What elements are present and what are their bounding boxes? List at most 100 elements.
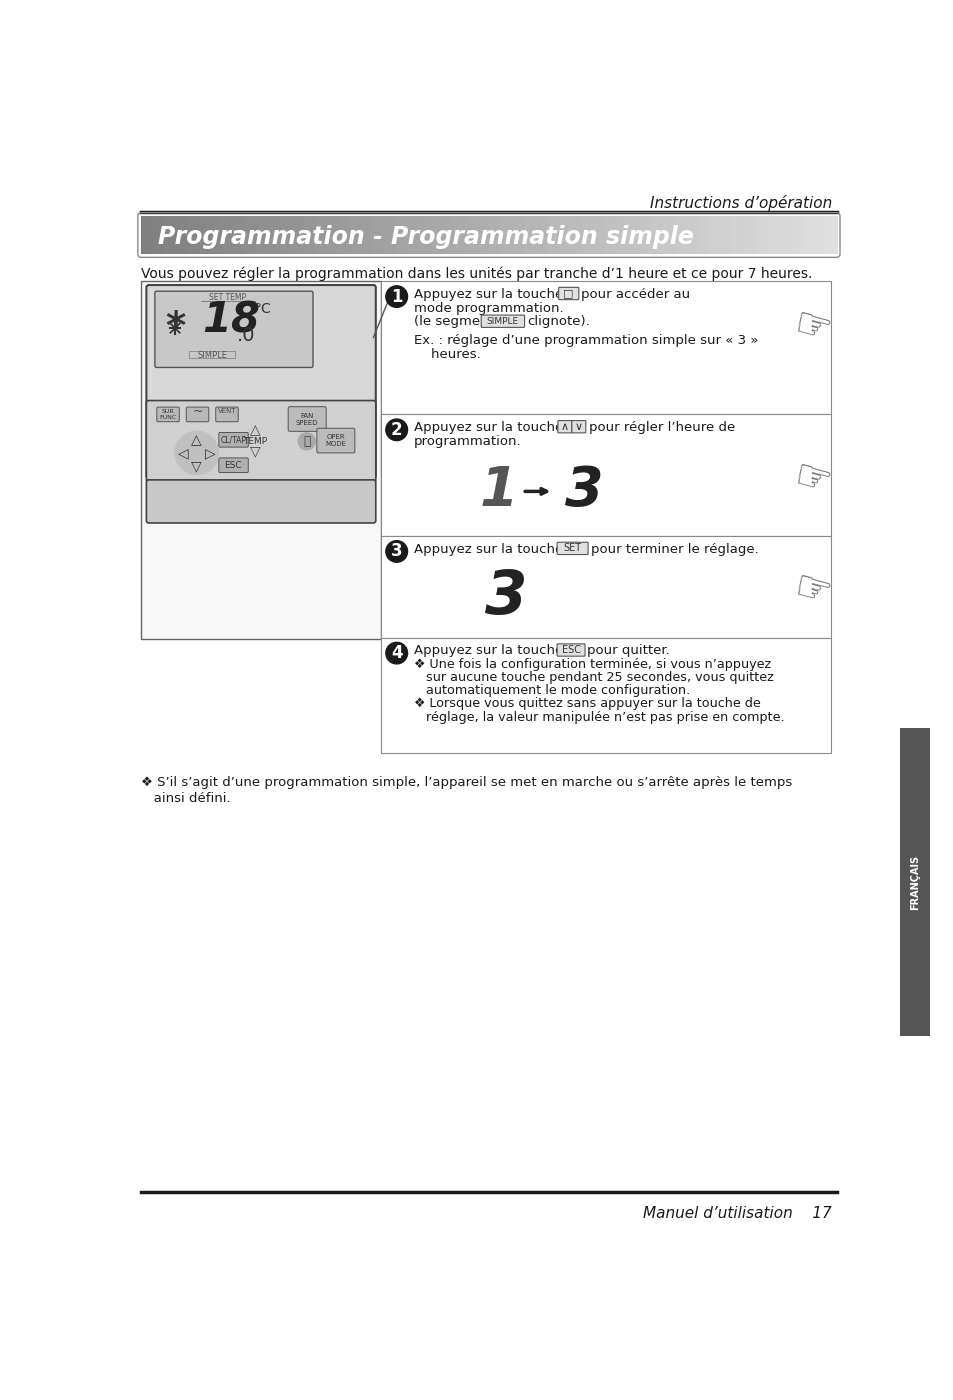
Bar [395,216,408,255]
Text: réglage, la valeur manipulée n’est pas prise en compte.: réglage, la valeur manipulée n’est pas p… [414,711,783,724]
Bar [292,216,304,255]
Text: Manuel d’utilisation    17: Manuel d’utilisation 17 [643,1207,831,1221]
Text: OPER
MODE: OPER MODE [325,434,346,447]
FancyBboxPatch shape [558,287,578,300]
Text: mode programmation.: mode programmation. [414,301,563,315]
Bar [189,351,235,358]
FancyBboxPatch shape [154,291,313,367]
Bar [824,216,837,255]
Bar [141,216,153,255]
Bar [512,216,524,255]
Circle shape [385,540,407,563]
Circle shape [385,419,407,441]
Text: ❖ S’il s’agit d’une programmation simple, l’appareil se met en marche ou s’arrêt: ❖ S’il s’agit d’une programmation simple… [141,776,791,790]
Bar [314,216,327,255]
Text: ▷: ▷ [204,447,215,459]
Circle shape [174,431,218,475]
Text: SUR
FUNC: SUR FUNC [159,409,176,420]
Bar [407,216,419,255]
Bar [523,216,536,255]
Bar [801,216,814,255]
Text: ESC: ESC [561,645,580,655]
Bar [381,281,830,414]
Bar [280,216,293,255]
Bar [709,216,720,255]
Bar [558,216,570,255]
Text: 4: 4 [391,644,402,662]
Circle shape [298,433,315,449]
Text: ainsi défini.: ainsi défini. [141,792,231,805]
Text: Programmation - Programmation simple: Programmation - Programmation simple [158,224,693,249]
FancyBboxPatch shape [316,428,355,454]
Text: ▽: ▽ [192,459,202,473]
Bar [720,216,733,255]
Bar [222,216,234,255]
Bar [581,216,594,255]
Bar [454,216,466,255]
Bar [175,216,188,255]
Text: ☞: ☞ [788,455,836,505]
Text: 1: 1 [479,465,517,518]
Bar [476,216,489,255]
Text: FAN
SPEED: FAN SPEED [295,413,317,426]
FancyBboxPatch shape [146,480,375,524]
Text: △: △ [250,423,260,437]
FancyBboxPatch shape [480,315,524,328]
Text: TEMP: TEMP [243,437,267,445]
Text: °C: °C [254,302,271,316]
Bar [187,216,199,255]
Text: 1: 1 [391,287,402,305]
Text: 18: 18 [202,300,260,342]
Bar [570,216,582,255]
Bar [381,414,830,536]
FancyBboxPatch shape [558,420,571,433]
Text: sur aucune touche pendant 25 secondes, vous quittez: sur aucune touche pendant 25 secondes, v… [414,671,773,685]
Bar [639,216,652,255]
Text: 2: 2 [391,421,402,438]
Text: Ex. : réglage d’une programmation simple sur « 3 »: Ex. : réglage d’une programmation simple… [414,335,758,347]
Bar [697,216,709,255]
Bar [616,216,628,255]
Text: Vous pouvez régler la programmation dans les unités par tranche d’1 heure et ce : Vous pouvez régler la programmation dans… [141,266,811,281]
Text: 3: 3 [391,542,402,560]
Text: ESC: ESC [224,461,242,470]
Circle shape [385,286,407,308]
Text: ❖ Lorsque vous quittez sans appuyer sur la touche de: ❖ Lorsque vous quittez sans appuyer sur … [414,697,760,710]
FancyBboxPatch shape [218,458,248,473]
Text: programmation.: programmation. [414,435,521,448]
Text: 3: 3 [485,568,527,627]
Bar [268,216,280,255]
FancyBboxPatch shape [146,286,375,479]
Text: clignote).: clignote). [527,315,590,329]
Text: SET: SET [563,543,581,553]
Bar [732,216,744,255]
Bar [778,216,790,255]
Bar [535,216,547,255]
Text: (le segment: (le segment [414,315,493,329]
Text: VENT: VENT [217,409,236,414]
Bar [419,216,432,255]
Circle shape [385,643,407,664]
Bar [164,216,176,255]
FancyBboxPatch shape [288,406,326,431]
Text: heures.: heures. [414,347,480,361]
Bar [674,216,686,255]
Bar [384,216,396,255]
Text: ☞: ☞ [788,564,836,615]
Bar [790,216,802,255]
Bar [361,216,374,255]
Bar [326,216,338,255]
Text: *: * [165,309,185,347]
Text: automatiquement le mode configuration.: automatiquement le mode configuration. [414,685,689,697]
Text: Appuyez sur la touche: Appuyez sur la touche [414,288,562,301]
Text: ▽: ▽ [250,444,260,458]
FancyBboxPatch shape [557,644,584,657]
Bar [381,536,830,637]
Bar [373,216,385,255]
Text: pour accéder au: pour accéder au [580,288,690,301]
Text: FRANÇAIS: FRANÇAIS [909,854,919,910]
Text: ⏻: ⏻ [303,435,311,448]
Bar [442,216,455,255]
Bar [500,216,513,255]
Bar [199,216,212,255]
